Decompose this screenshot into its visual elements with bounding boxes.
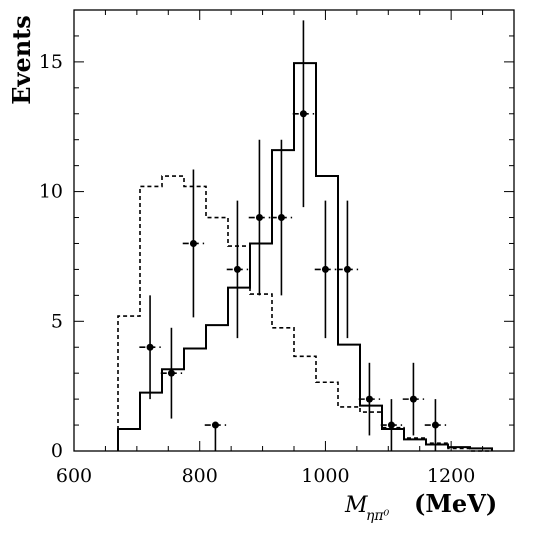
point-marker — [321, 265, 329, 273]
solid-histogram-line — [117, 62, 493, 451]
point-marker — [146, 343, 154, 351]
point-marker — [299, 110, 307, 118]
data-point — [160, 327, 183, 419]
data-point — [424, 399, 447, 451]
data-point — [248, 139, 271, 296]
point-marker — [211, 421, 219, 429]
data-point — [358, 362, 381, 436]
y-tick-label: 0 — [51, 440, 63, 462]
dashed-histogram-line — [117, 175, 492, 452]
point-marker — [387, 421, 395, 429]
point-marker — [233, 265, 241, 273]
data-point — [226, 200, 249, 339]
data-point — [314, 200, 337, 339]
x-axis-label-subscript: ηπ⁰ — [366, 508, 390, 524]
point-marker — [189, 239, 197, 247]
data-point — [402, 362, 425, 436]
point-marker — [343, 265, 351, 273]
x-axis-label-unit: (MeV) — [414, 489, 497, 518]
data-point — [204, 421, 227, 451]
data-point — [292, 20, 315, 208]
data-point — [380, 399, 403, 451]
data-point — [336, 200, 359, 339]
x-tick-label: 800 — [182, 465, 218, 487]
data-points — [139, 20, 447, 451]
data-point — [182, 169, 205, 318]
y-tick-label: 10 — [39, 181, 63, 203]
y-axis-label: Events — [7, 15, 36, 105]
x-tick-label: 1200 — [427, 465, 475, 487]
x-tick-label: 600 — [56, 465, 92, 487]
x-tick-label: 1000 — [301, 465, 349, 487]
axis-tick-labels: 600 800 1000 1200 0 5 10 15 — [39, 51, 476, 487]
axis-ticks — [73, 9, 515, 452]
point-marker — [167, 369, 175, 377]
point-marker — [277, 214, 285, 222]
data-point — [270, 139, 293, 296]
point-marker — [365, 395, 373, 403]
point-marker — [431, 421, 439, 429]
y-tick-label: 15 — [39, 51, 63, 73]
point-marker — [255, 214, 263, 222]
point-marker — [409, 395, 417, 403]
solid-histogram — [117, 62, 493, 451]
dashed-histogram — [117, 175, 492, 452]
x-axis-label-symbol: M — [344, 493, 368, 518]
data-point — [139, 295, 161, 400]
x-axis-label: M ηπ⁰ (MeV) — [344, 489, 497, 524]
y-tick-label: 5 — [51, 310, 63, 332]
